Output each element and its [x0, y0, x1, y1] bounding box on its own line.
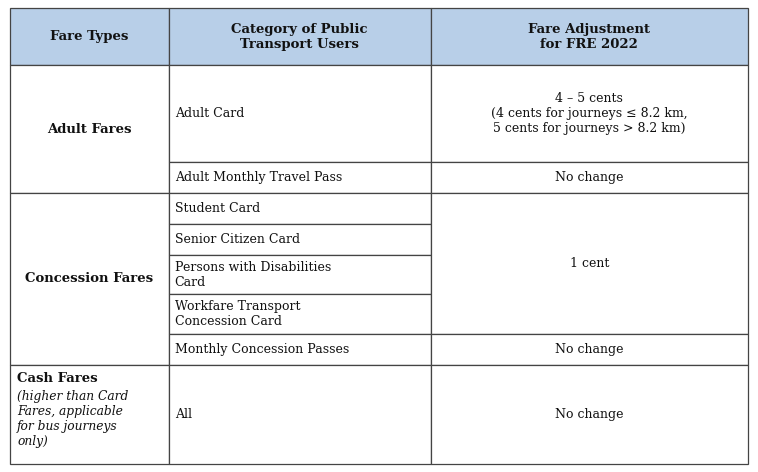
Bar: [169, 365, 431, 464]
Bar: [169, 8, 431, 65]
Text: Cash Fares: Cash Fares: [17, 372, 98, 385]
Bar: [169, 334, 431, 365]
Text: All: All: [174, 408, 192, 421]
Text: No change: No change: [555, 408, 624, 421]
Bar: [169, 162, 431, 193]
Text: Adult Fares: Adult Fares: [47, 123, 132, 135]
Bar: [169, 224, 431, 255]
Bar: [10, 8, 169, 65]
Text: Monthly Concession Passes: Monthly Concession Passes: [174, 343, 349, 356]
Bar: [431, 65, 748, 162]
Bar: [169, 65, 431, 162]
Text: Senior Citizen Card: Senior Citizen Card: [174, 233, 300, 246]
Bar: [169, 255, 431, 295]
Bar: [169, 193, 431, 224]
Bar: [10, 65, 169, 193]
Bar: [10, 193, 169, 365]
Text: Fare Types: Fare Types: [50, 30, 129, 43]
Text: (higher than Card
Fares, applicable
for bus journeys
only): (higher than Card Fares, applicable for …: [17, 390, 128, 448]
Text: Category of Public
Transport Users: Category of Public Transport Users: [231, 23, 368, 51]
Text: Adult Card: Adult Card: [174, 107, 244, 120]
Text: Workfare Transport
Concession Card: Workfare Transport Concession Card: [174, 300, 300, 328]
Bar: [169, 295, 431, 334]
Text: Persons with Disabilities
Card: Persons with Disabilities Card: [174, 261, 331, 288]
Bar: [10, 365, 169, 464]
Bar: [431, 365, 748, 464]
Text: 1 cent: 1 cent: [570, 257, 609, 270]
Bar: [431, 162, 748, 193]
Bar: [431, 334, 748, 365]
Text: No change: No change: [555, 171, 624, 184]
Text: No change: No change: [555, 343, 624, 356]
Text: Adult Monthly Travel Pass: Adult Monthly Travel Pass: [174, 171, 342, 184]
Bar: [431, 8, 748, 65]
Text: Student Card: Student Card: [174, 202, 260, 215]
Text: Fare Adjustment
for FRE 2022: Fare Adjustment for FRE 2022: [528, 23, 650, 51]
Bar: [431, 193, 748, 334]
Text: Concession Fares: Concession Fares: [25, 272, 153, 286]
Text: 4 – 5 cents
(4 cents for journeys ≤ 8.2 km,
5 cents for journeys > 8.2 km): 4 – 5 cents (4 cents for journeys ≤ 8.2 …: [491, 92, 688, 135]
